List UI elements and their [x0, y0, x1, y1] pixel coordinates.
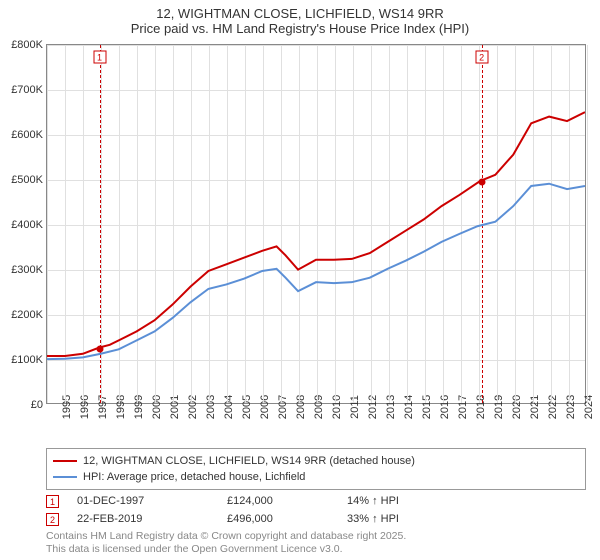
y-axis-label: £400K [11, 219, 43, 231]
row-price-2: £496,000 [227, 513, 347, 525]
chart-title: 12, WIGHTMAN CLOSE, LICHFIELD, WS14 9RR … [0, 0, 600, 40]
legend-swatch-2 [53, 476, 77, 478]
y-axis-label: £100K [11, 354, 43, 366]
series-line [47, 184, 585, 359]
marker-dot [478, 178, 485, 185]
plot-area: £0£100K£200K£300K£400K£500K£600K£700K£80… [46, 44, 586, 404]
legend-item-1: 12, WIGHTMAN CLOSE, LICHFIELD, WS14 9RR … [53, 453, 579, 469]
marker-box: 2 [475, 51, 488, 64]
row-date-1: 01-DEC-1997 [77, 495, 227, 507]
legend: 12, WIGHTMAN CLOSE, LICHFIELD, WS14 9RR … [46, 448, 586, 490]
y-axis-label: £200K [11, 309, 43, 321]
y-axis-label: £300K [11, 264, 43, 276]
transaction-table: 1 01-DEC-1997 £124,000 14% ↑ HPI 2 22-FE… [46, 492, 586, 528]
footnote-line-2: This data is licensed under the Open Gov… [46, 543, 586, 556]
footnote-line-1: Contains HM Land Registry data © Crown c… [46, 530, 586, 543]
title-line-2: Price paid vs. HM Land Registry's House … [0, 21, 600, 36]
row-marker-1: 1 [46, 495, 59, 508]
line-series-svg [47, 45, 585, 403]
legend-label-2: HPI: Average price, detached house, Lich… [83, 471, 305, 483]
row-marker-2: 2 [46, 513, 59, 526]
y-axis-label: £800K [11, 39, 43, 51]
y-axis-label: £600K [11, 129, 43, 141]
table-row: 2 22-FEB-2019 £496,000 33% ↑ HPI [46, 510, 586, 528]
legend-swatch-1 [53, 460, 77, 462]
y-axis-label: £700K [11, 84, 43, 96]
marker-dot [96, 346, 103, 353]
row-pct-1: 14% ↑ HPI [347, 495, 467, 507]
y-axis-label: £500K [11, 174, 43, 186]
legend-label-1: 12, WIGHTMAN CLOSE, LICHFIELD, WS14 9RR … [83, 455, 415, 467]
row-pct-2: 33% ↑ HPI [347, 513, 467, 525]
row-date-2: 22-FEB-2019 [77, 513, 227, 525]
row-price-1: £124,000 [227, 495, 347, 507]
y-axis-label: £0 [31, 399, 43, 411]
footnote: Contains HM Land Registry data © Crown c… [46, 530, 586, 555]
marker-box: 1 [93, 51, 106, 64]
gridline-v [587, 45, 588, 403]
title-line-1: 12, WIGHTMAN CLOSE, LICHFIELD, WS14 9RR [0, 6, 600, 21]
series-line [47, 112, 585, 356]
legend-item-2: HPI: Average price, detached house, Lich… [53, 469, 579, 485]
x-axis-label: 2025 [587, 395, 600, 419]
chart-container: 12, WIGHTMAN CLOSE, LICHFIELD, WS14 9RR … [0, 0, 600, 560]
table-row: 1 01-DEC-1997 £124,000 14% ↑ HPI [46, 492, 586, 510]
